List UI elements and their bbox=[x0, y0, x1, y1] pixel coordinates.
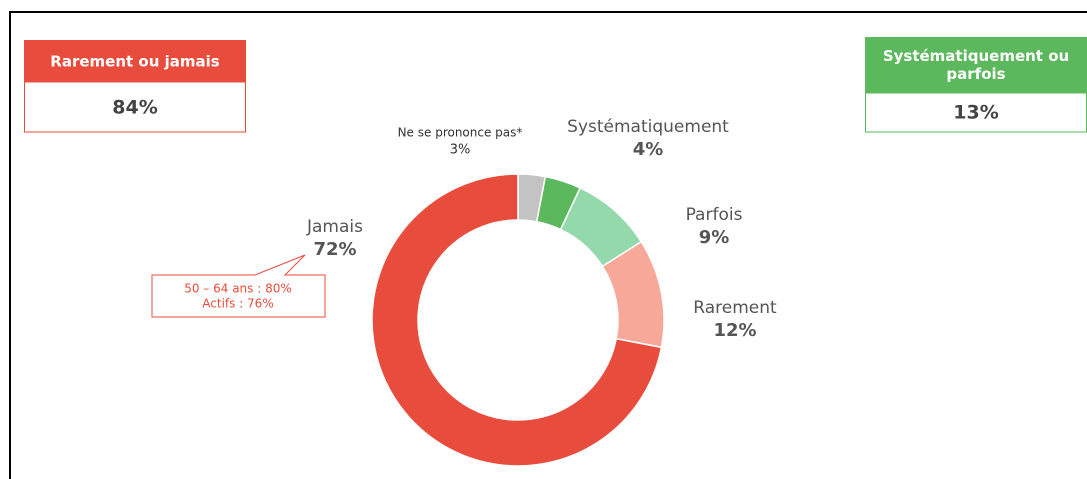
slice bbox=[371, 173, 663, 467]
slice-label: Jamais bbox=[306, 217, 363, 237]
callout bbox=[151, 254, 326, 318]
summary-body bbox=[24, 81, 246, 133]
summary-header bbox=[865, 37, 1087, 93]
callout-text: Actifs : 76% bbox=[202, 297, 273, 311]
slice-label: Rarement bbox=[693, 298, 777, 318]
summary-label: Systématiquement ou parfois bbox=[882, 47, 1070, 83]
slice-label: Parfois bbox=[686, 205, 743, 225]
callout-text: 50 – 64 ans : 80% bbox=[184, 282, 292, 296]
slice-label: Systématiquement bbox=[567, 117, 729, 137]
value-label: 3% bbox=[450, 143, 471, 158]
summary-label: Rarement ou jamais bbox=[50, 53, 219, 71]
summary-body bbox=[865, 92, 1087, 133]
slice-label: Ne se prononce pas* bbox=[398, 126, 523, 140]
value-label: 12% bbox=[713, 320, 756, 341]
summary-header bbox=[24, 40, 246, 82]
summary-value: 13% bbox=[953, 102, 998, 124]
summary-label-wrap: Systématiquement ou parfois bbox=[882, 47, 1070, 83]
value-label: 4% bbox=[633, 139, 664, 160]
summary-value: 84% bbox=[112, 97, 157, 119]
frame bbox=[9, 11, 1087, 479]
value-label: 72% bbox=[313, 239, 356, 260]
value-label: 9% bbox=[699, 227, 730, 248]
